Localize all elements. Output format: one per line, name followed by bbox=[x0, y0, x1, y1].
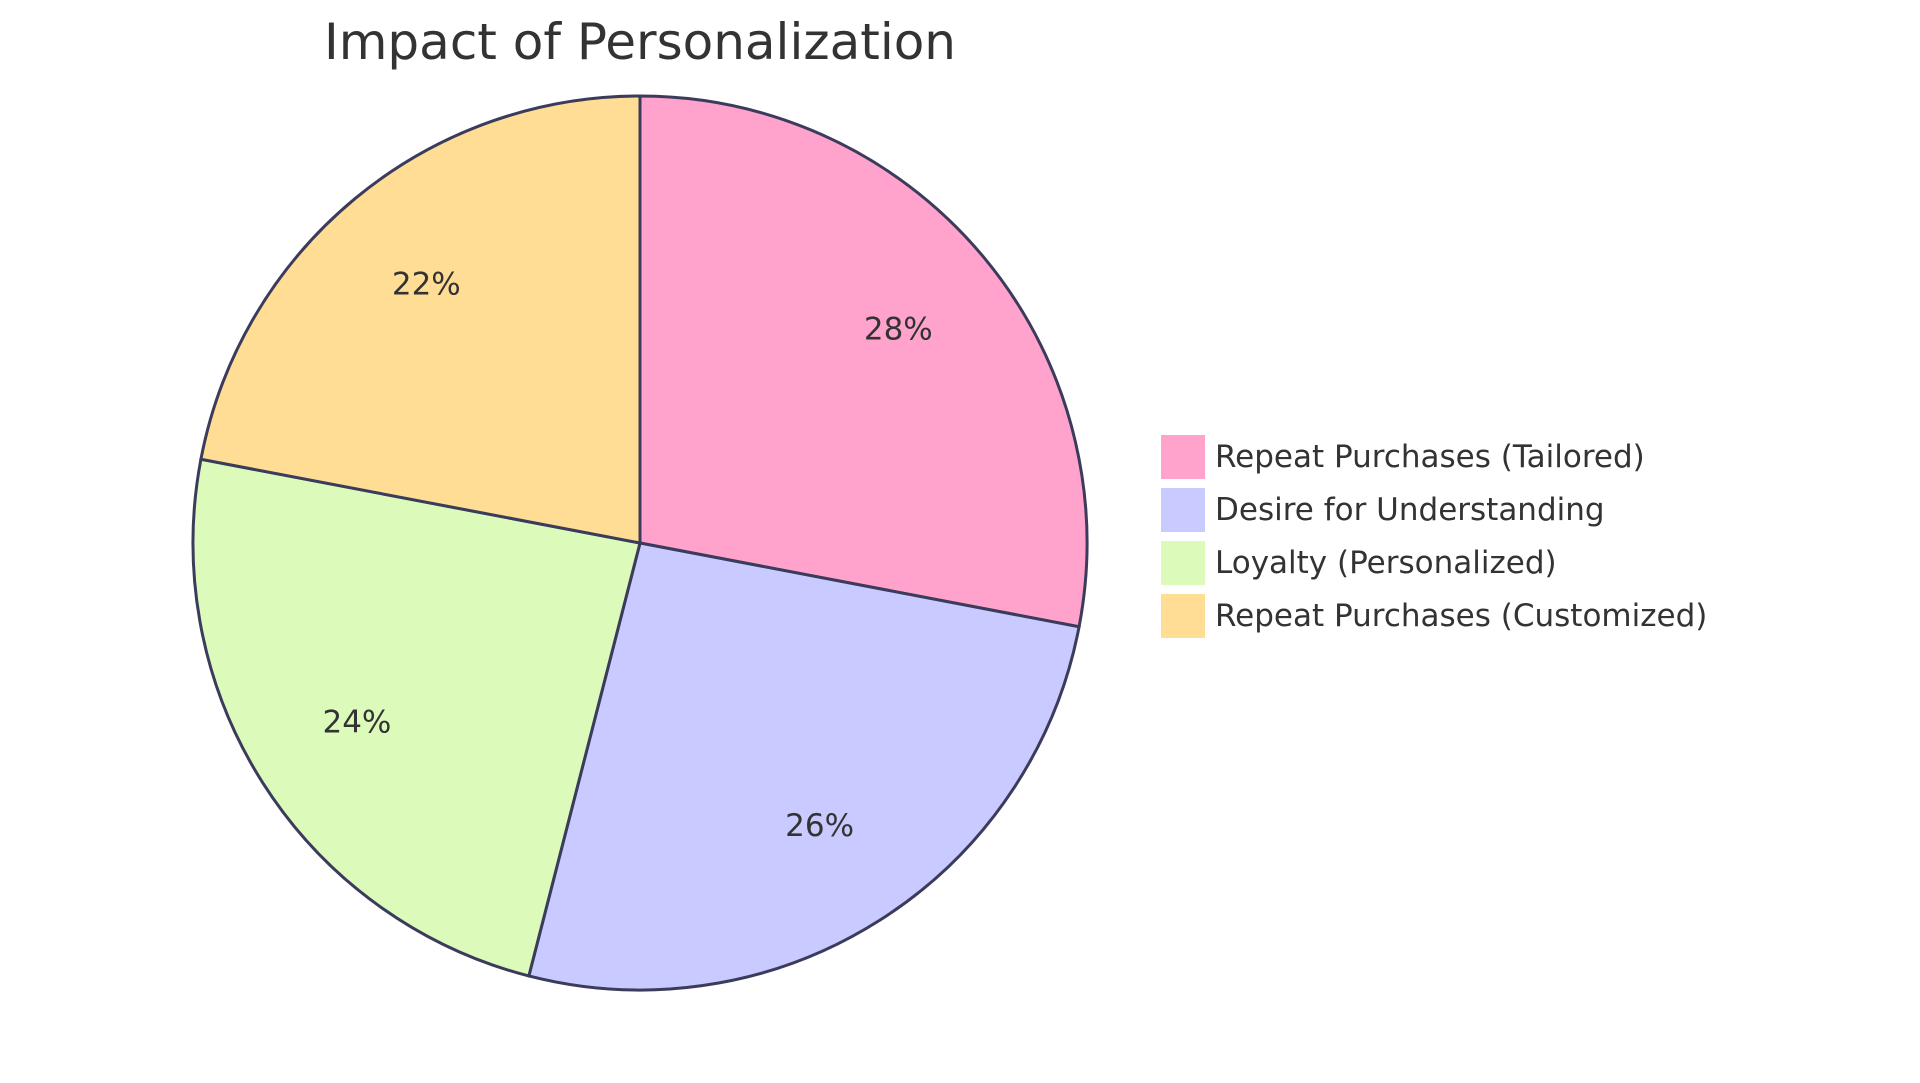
slice-value-label: 26% bbox=[785, 808, 854, 844]
legend: Repeat Purchases (Tailored) Desire for Un… bbox=[1161, 435, 1707, 638]
slice-value-label: 28% bbox=[864, 311, 933, 347]
chart-title: Impact of Personalization bbox=[324, 13, 956, 71]
legend-swatch-desire-for-understanding bbox=[1161, 488, 1205, 532]
legend-label-desire-for-understanding: Desire for Understanding bbox=[1215, 492, 1605, 528]
legend-swatch-repeat-purchases-customized bbox=[1161, 594, 1205, 638]
legend-label-repeat-purchases-tailored: Repeat Purchases (Tailored) bbox=[1215, 439, 1645, 475]
pie-slice-labels: 28% 26% 24% 22% bbox=[322, 267, 932, 844]
pie-slice-desire-for-understanding bbox=[527, 541, 1081, 992]
legend-label-repeat-purchases-customized: Repeat Purchases (Customized) bbox=[1215, 598, 1707, 634]
slice-value-label: 24% bbox=[322, 705, 391, 741]
pie-slice-repeat-purchases-tailored bbox=[638, 94, 1089, 629]
pie-slice-loyalty-personalized bbox=[191, 457, 642, 978]
pie-slice-repeat-purchases-customized bbox=[199, 94, 642, 545]
slice-value-label: 22% bbox=[392, 267, 461, 303]
legend-swatch-loyalty-personalized bbox=[1161, 541, 1205, 585]
legend-swatch-repeat-purchases-tailored bbox=[1161, 435, 1205, 479]
legend-label-loyalty-personalized: Loyalty (Personalized) bbox=[1215, 545, 1557, 581]
pie-slices bbox=[191, 94, 1089, 992]
